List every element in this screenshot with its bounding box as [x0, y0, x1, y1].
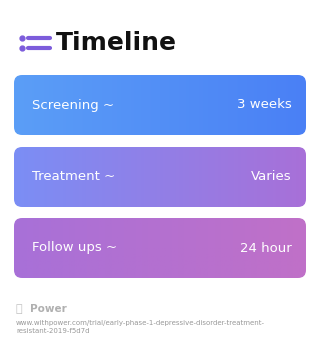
Text: Follow ups ~: Follow ups ~ [32, 241, 117, 255]
Text: 24 hour: 24 hour [240, 241, 292, 255]
Text: Treatment ~: Treatment ~ [32, 171, 115, 183]
Text: Varies: Varies [252, 171, 292, 183]
Text: Screening ~: Screening ~ [32, 99, 114, 112]
Text: Timeline: Timeline [56, 31, 177, 55]
Text: Power: Power [30, 304, 67, 314]
Text: 3 weeks: 3 weeks [237, 99, 292, 112]
Text: ⛉: ⛉ [16, 304, 23, 314]
Text: www.withpower.com/trial/early-phase-1-depressive-disorder-treatment-
resistant-2: www.withpower.com/trial/early-phase-1-de… [16, 320, 265, 334]
